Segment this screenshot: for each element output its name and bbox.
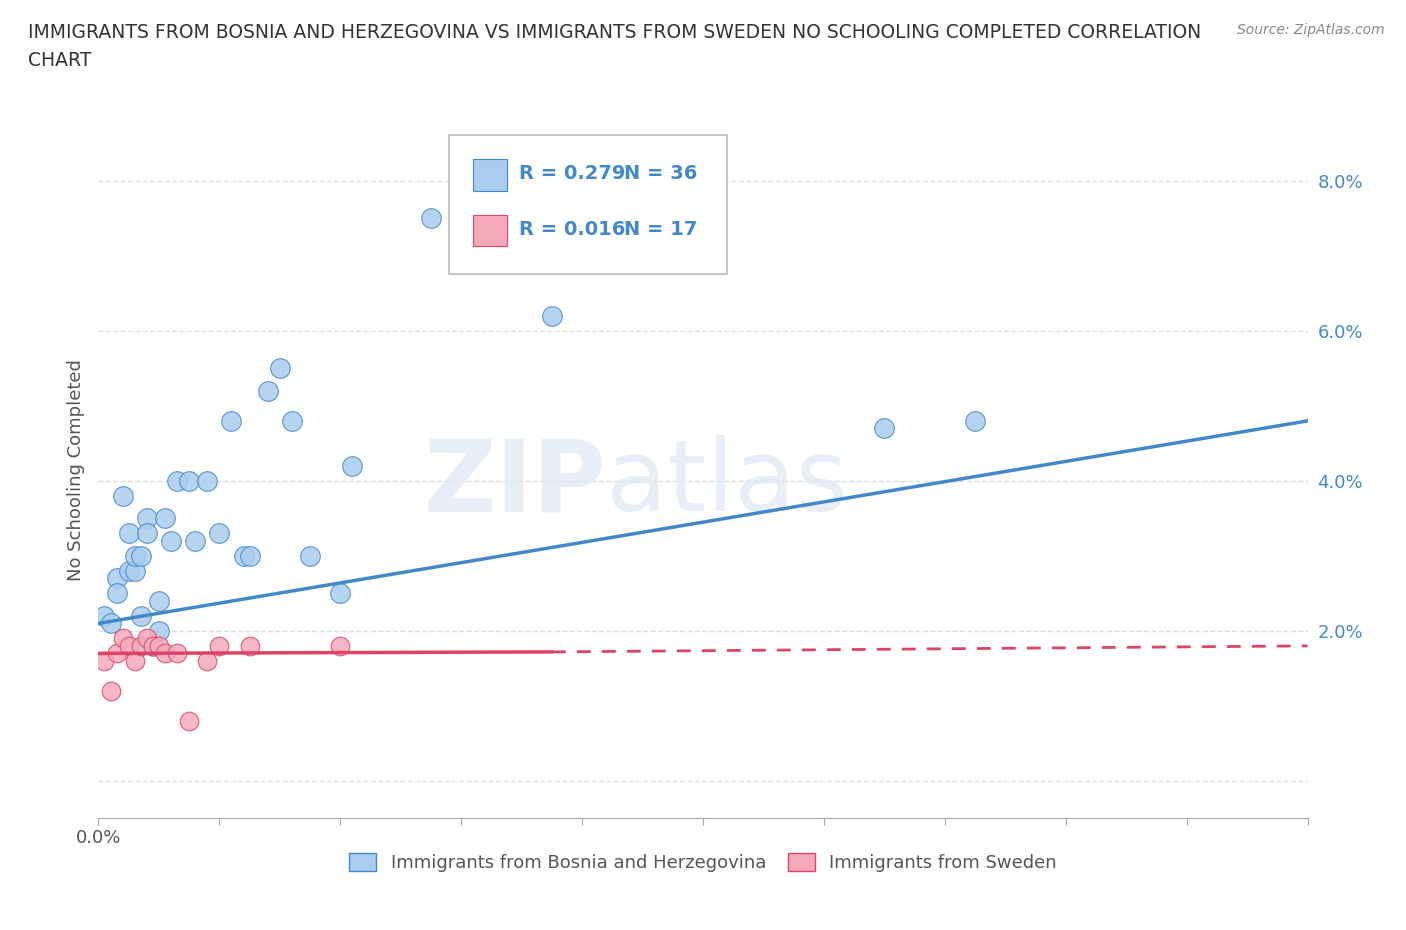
- Point: [256, 383, 278, 398]
- Text: N = 17: N = 17: [624, 219, 697, 238]
- Point: [166, 473, 188, 488]
- Point: [124, 654, 146, 669]
- Text: atlas: atlas: [606, 435, 848, 532]
- Point: [142, 639, 165, 654]
- Point: [135, 526, 157, 541]
- Point: [105, 571, 128, 586]
- Point: [153, 646, 176, 661]
- Point: [965, 414, 987, 429]
- Point: [129, 639, 152, 654]
- Point: [93, 654, 115, 669]
- Text: N = 36: N = 36: [624, 164, 697, 182]
- Text: Source: ZipAtlas.com: Source: ZipAtlas.com: [1237, 23, 1385, 37]
- Point: [299, 549, 322, 564]
- Text: CHART: CHART: [28, 51, 91, 70]
- Point: [179, 713, 201, 728]
- Point: [160, 534, 183, 549]
- Point: [329, 586, 352, 601]
- Point: [179, 473, 201, 488]
- Point: [142, 639, 165, 654]
- Point: [195, 654, 218, 669]
- Point: [100, 684, 122, 698]
- Point: [135, 511, 157, 525]
- Point: [129, 608, 152, 623]
- Point: [232, 549, 254, 564]
- Point: [195, 473, 218, 488]
- Point: [153, 511, 176, 525]
- Y-axis label: No Schooling Completed: No Schooling Completed: [66, 359, 84, 580]
- Point: [269, 361, 291, 376]
- Point: [100, 616, 122, 631]
- Point: [93, 608, 115, 623]
- Text: R = 0.279: R = 0.279: [519, 164, 626, 182]
- Point: [239, 639, 262, 654]
- Point: [221, 414, 243, 429]
- Point: [111, 488, 134, 503]
- Point: [342, 458, 364, 473]
- Point: [111, 631, 134, 645]
- Point: [148, 623, 170, 638]
- Point: [124, 549, 146, 564]
- Point: [420, 211, 443, 226]
- Point: [208, 639, 231, 654]
- Point: [329, 639, 352, 654]
- Point: [105, 646, 128, 661]
- Point: [105, 586, 128, 601]
- Point: [166, 646, 188, 661]
- Point: [118, 639, 141, 654]
- Point: [873, 421, 896, 436]
- Point: [148, 639, 170, 654]
- Point: [540, 309, 562, 324]
- Point: [118, 526, 141, 541]
- Text: ZIP: ZIP: [423, 435, 606, 532]
- Point: [208, 526, 231, 541]
- Text: R = 0.016: R = 0.016: [519, 219, 626, 238]
- Text: 0.0%: 0.0%: [76, 829, 121, 847]
- Bar: [474, 215, 508, 246]
- Point: [239, 549, 262, 564]
- Point: [184, 534, 207, 549]
- Point: [124, 564, 146, 578]
- Point: [129, 549, 152, 564]
- Point: [135, 631, 157, 645]
- Legend: Immigrants from Bosnia and Herzegovina, Immigrants from Sweden: Immigrants from Bosnia and Herzegovina, …: [342, 845, 1064, 879]
- Bar: [474, 159, 508, 191]
- Point: [148, 593, 170, 608]
- FancyBboxPatch shape: [449, 135, 727, 274]
- Point: [118, 564, 141, 578]
- Point: [281, 414, 304, 429]
- Text: IMMIGRANTS FROM BOSNIA AND HERZEGOVINA VS IMMIGRANTS FROM SWEDEN NO SCHOOLING CO: IMMIGRANTS FROM BOSNIA AND HERZEGOVINA V…: [28, 23, 1201, 42]
